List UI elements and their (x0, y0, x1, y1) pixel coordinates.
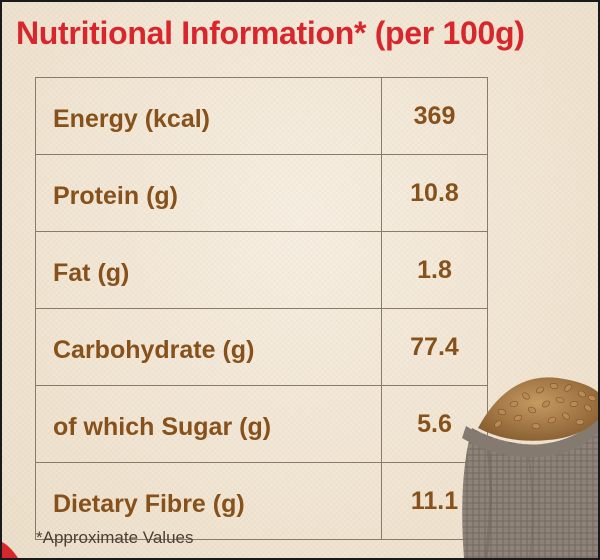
footnote: *Approximate Values (36, 528, 194, 547)
table-row-carbohydrate: Carbohydrate (g) 77.4 (35, 308, 488, 386)
row-label-carbohydrate: Carbohydrate (g) (35, 308, 382, 386)
row-value-protein: 10.8 (381, 154, 488, 232)
row-label-fat: Fat (g) (35, 231, 382, 309)
row-label-sugar: of which Sugar (g) (35, 385, 382, 463)
row-label-fibre: Dietary Fibre (g) (35, 462, 382, 540)
row-label-protein: Protein (g) (35, 154, 382, 232)
table-row-fat: Fat (g) 1.8 (35, 231, 488, 309)
table-row-protein: Protein (g) 10.8 (35, 154, 488, 232)
page-title: Nutritional Information* (per 100g) (16, 15, 525, 51)
table-row-energy: Energy (kcal) 369 (35, 77, 488, 155)
table-row-sugar: of which Sugar (g) 5.6 (35, 385, 488, 463)
nutrition-table: Energy (kcal) 369 Protein (g) 10.8 Fat (… (35, 77, 488, 540)
row-label-energy: Energy (kcal) (35, 77, 382, 155)
corner-red-ribbon (2, 542, 18, 558)
row-value-fat: 1.8 (381, 231, 488, 309)
wheat-sack-illustration (462, 377, 598, 558)
row-value-energy: 369 (381, 77, 488, 155)
row-value-carbohydrate: 77.4 (381, 308, 488, 386)
